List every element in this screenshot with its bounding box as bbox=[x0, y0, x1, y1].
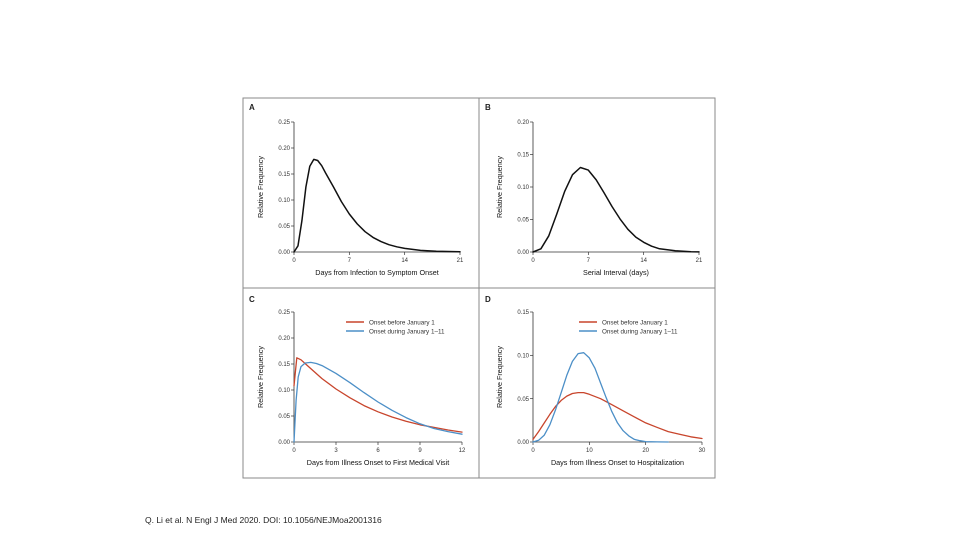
series-line-c-1 bbox=[293, 361, 463, 443]
x-tick-label: 9 bbox=[418, 448, 422, 454]
x-tick-label: 0 bbox=[292, 448, 296, 454]
x-tick-label: 3 bbox=[334, 448, 338, 454]
x-axis-label: Days from Infection to Symptom Onset bbox=[315, 268, 438, 277]
legend-label: Onset before January 1 bbox=[369, 319, 435, 326]
panel-letter: A bbox=[249, 103, 255, 112]
y-axis-label: Relative Frequency bbox=[495, 156, 504, 218]
y-tick-label: 0.00 bbox=[517, 440, 529, 446]
series-line-d-1 bbox=[532, 391, 703, 441]
y-tick-label: 0.20 bbox=[517, 120, 529, 126]
x-tick-label: 14 bbox=[640, 258, 647, 264]
y-axis-label: Relative Frequency bbox=[256, 346, 265, 408]
y-tick-label: 0.25 bbox=[278, 310, 290, 316]
series-line-d-2 bbox=[532, 352, 669, 443]
series-line-b-1 bbox=[532, 166, 700, 253]
y-tick-label: 0.05 bbox=[517, 218, 529, 224]
x-tick-label: 0 bbox=[292, 258, 296, 264]
y-tick-label: 0.15 bbox=[278, 362, 290, 368]
x-tick-label: 14 bbox=[401, 258, 408, 264]
y-tick-label: 0.10 bbox=[278, 198, 290, 204]
panel-d: D 0.00 0.05 0.10 0.15 0 10 20 30 Days from Illnes… bbox=[485, 295, 706, 467]
x-axis-label: Days from Illness Onset to Hospitalizati… bbox=[551, 458, 684, 467]
series-line-c-1 bbox=[293, 357, 463, 433]
y-tick-label: 0.00 bbox=[278, 250, 290, 256]
y-tick-label: 0.05 bbox=[278, 414, 290, 420]
legend-label: Onset during January 1–11 bbox=[369, 328, 445, 335]
y-tick-label: 0.15 bbox=[278, 172, 290, 178]
legend-label: Onset during January 1–11 bbox=[602, 328, 678, 335]
y-axis-label: Relative Frequency bbox=[495, 346, 504, 408]
x-tick-label: 12 bbox=[459, 448, 466, 454]
x-tick-label: 0 bbox=[531, 448, 535, 454]
citation-text: Q. Li et al. N Engl J Med 2020. DOI: 10.… bbox=[145, 515, 382, 525]
y-tick-label: 0.25 bbox=[278, 120, 290, 126]
y-tick-label: 0.05 bbox=[278, 224, 290, 230]
panel-letter: D bbox=[485, 295, 491, 304]
x-tick-label: 30 bbox=[699, 448, 706, 454]
y-tick-label: 0.15 bbox=[517, 153, 529, 159]
panel-letter: B bbox=[485, 103, 491, 112]
y-tick-label: 0.20 bbox=[278, 146, 290, 152]
x-axis-label: Serial Interval (days) bbox=[583, 268, 649, 277]
y-tick-label: 0.10 bbox=[517, 185, 529, 191]
panel-letter: C bbox=[249, 295, 255, 304]
y-tick-label: 0.05 bbox=[517, 397, 529, 403]
x-tick-label: 21 bbox=[696, 258, 703, 264]
x-tick-label: 7 bbox=[587, 258, 591, 264]
x-tick-label: 7 bbox=[348, 258, 352, 264]
x-tick-label: 0 bbox=[531, 258, 535, 264]
y-tick-label: 0.00 bbox=[517, 250, 529, 256]
x-tick-label: 6 bbox=[376, 448, 380, 454]
panel-a: A 0.00 0.05 0.10 0.15 0.20 0.25 0 7 14 21 Days from… bbox=[249, 103, 464, 277]
y-tick-label: 0.10 bbox=[517, 354, 529, 360]
legend-label: Onset before January 1 bbox=[602, 319, 668, 326]
y-tick-label: 0.10 bbox=[278, 388, 290, 394]
series-line-a-1 bbox=[293, 158, 461, 253]
x-tick-label: 21 bbox=[457, 258, 464, 264]
x-tick-label: 10 bbox=[586, 448, 593, 454]
y-tick-label: 0.00 bbox=[278, 440, 290, 446]
x-tick-label: 20 bbox=[642, 448, 649, 454]
y-axis-label: Relative Frequency bbox=[256, 156, 265, 218]
x-axis-label: Days from Illness Onset to First Medical… bbox=[307, 458, 449, 467]
y-tick-label: 0.20 bbox=[278, 336, 290, 342]
panel-b: B 0.00 0.05 0.10 0.15 0.20 0 7 14 21 Serial Interv… bbox=[485, 103, 703, 277]
y-tick-label: 0.15 bbox=[517, 310, 529, 316]
panel-c: C 0.00 0.05 0.10 0.15 0.20 0.25 0 3 6 9 12 Days from… bbox=[249, 295, 466, 467]
